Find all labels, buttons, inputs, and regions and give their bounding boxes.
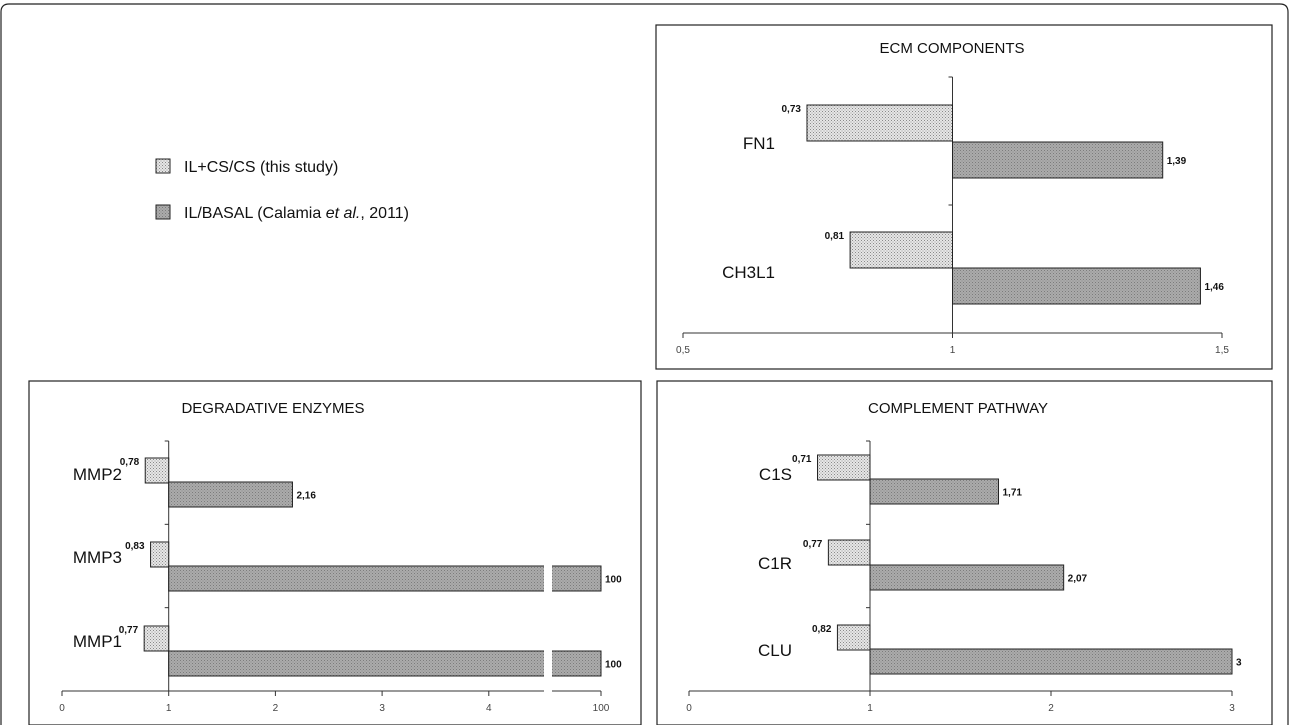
complement-category-label: CLU <box>758 641 792 660</box>
panel-ecm-title: ECM COMPONENTS <box>879 40 1024 57</box>
ecm-category-label: FN1 <box>743 134 775 153</box>
degradative-x-tick-label: 100 <box>593 703 610 714</box>
degradative-data-label-light: 0,77 <box>119 625 139 636</box>
legend-label-light: IL+CS/CS (this study) <box>184 159 338 176</box>
panel-complement-title: COMPLEMENT PATHWAY <box>868 400 1048 417</box>
degradative-category-label: MMP1 <box>73 632 122 651</box>
degradative-bar-dark <box>168 565 602 592</box>
complement-category-label: C1R <box>758 554 792 573</box>
degradative-bar-dark <box>168 650 602 677</box>
degradative-bar-light <box>144 457 170 484</box>
complement-bar-dark <box>869 478 1000 505</box>
complement-data-label-light: 0,71 <box>792 454 812 465</box>
complement-bar-light <box>827 539 871 566</box>
ecm-x-tick-label: 1 <box>950 345 956 356</box>
degradative-bar-dark <box>168 481 293 508</box>
degradative-x-tick-label: 3 <box>379 703 385 714</box>
degradative-category-label: MMP2 <box>73 465 122 484</box>
complement-bar-dark <box>869 648 1233 675</box>
complement-x-tick-label: 2 <box>1048 703 1054 714</box>
degradative-data-label-dark: 2,16 <box>296 491 316 502</box>
ecm-data-label-dark: 1,46 <box>1204 282 1224 293</box>
degradative-bar-light <box>150 541 170 568</box>
degradative-x-tick-label: 0 <box>59 703 65 714</box>
complement-bar-light <box>836 624 871 651</box>
complement-data-label-dark: 1,71 <box>1003 488 1023 499</box>
complement-x-tick-label: 3 <box>1229 703 1235 714</box>
legend-swatch-dark <box>155 204 171 220</box>
degradative-x-tick-label: 1 <box>166 703 172 714</box>
legend-swatch-light <box>155 158 171 174</box>
degradative-axis-break-gap <box>544 648 552 679</box>
degradative-data-label-light: 0,78 <box>120 457 140 468</box>
complement-data-label-light: 0,82 <box>812 624 832 635</box>
ecm-data-label-light: 0,73 <box>782 104 802 115</box>
panel-degradative-title: DEGRADATIVE ENZYMES <box>181 400 364 417</box>
complement-category-label: C1S <box>759 465 792 484</box>
outer-frame <box>0 3 1289 725</box>
ecm-bar-light <box>849 231 954 269</box>
complement-bar-dark <box>869 564 1065 591</box>
ecm-category-label: CH3L1 <box>722 263 775 282</box>
ecm-data-label-light: 0,81 <box>825 231 845 242</box>
degradative-x-tick-label: 4 <box>486 703 492 714</box>
degradative-bar-light <box>143 625 170 652</box>
complement-bar-light <box>817 454 871 481</box>
complement-data-label-light: 0,77 <box>803 539 823 550</box>
ecm-bar-light <box>806 104 953 142</box>
complement-x-tick-label: 1 <box>867 703 873 714</box>
degradative-data-label-light: 0,83 <box>125 541 145 552</box>
complement-x-tick-label: 0 <box>686 703 692 714</box>
ecm-x-tick-label: 1,5 <box>1215 345 1229 356</box>
panel-ecm-frame <box>655 24 1273 370</box>
ecm-bar-dark <box>952 267 1201 305</box>
degradative-category-label: MMP3 <box>73 548 122 567</box>
panel-degradative-frame <box>28 380 642 725</box>
complement-data-label-dark: 2,07 <box>1068 574 1088 585</box>
complement-data-label-dark: 3 <box>1236 658 1242 669</box>
degradative-data-label-dark: 100 <box>605 660 622 671</box>
ecm-bar-dark <box>952 141 1164 179</box>
degradative-x-tick-label: 2 <box>273 703 279 714</box>
ecm-x-tick-label: 0,5 <box>676 345 690 356</box>
panel-complement-frame <box>656 380 1273 725</box>
legend-label-dark: IL/BASAL (Calamia et al., 2011) <box>184 205 409 222</box>
degradative-axis-break-gap <box>544 563 552 594</box>
legend: IL+CS/CS (this study) IL/BASAL (Calamia … <box>155 158 409 222</box>
ecm-data-label-dark: 1,39 <box>1167 156 1187 167</box>
degradative-data-label-dark: 100 <box>605 575 622 586</box>
